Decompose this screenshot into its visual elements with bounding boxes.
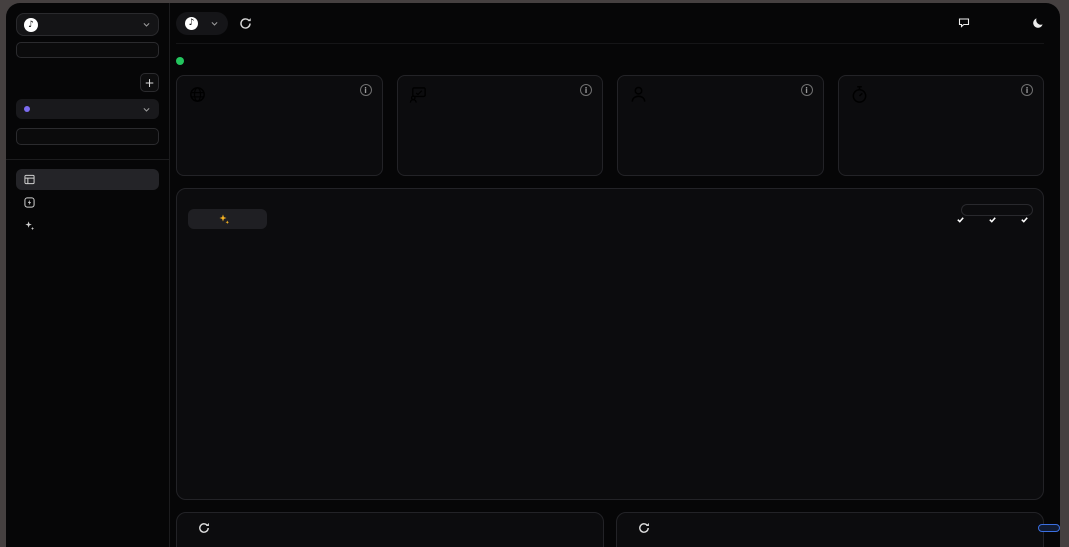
app-window: ♪ + [6,3,1060,547]
trend-chart-panel [176,188,1044,500]
sparkline-bouncing-rate [404,120,597,172]
sparkles-icon [25,221,35,231]
top-pages-panel [616,512,1044,547]
chevron-down-icon [143,23,150,27]
domain-selector[interactable]: ♪ [176,11,228,35]
layout-icon [24,174,35,185]
bottom-panels [176,512,1044,547]
ask-ai-button[interactable] [188,209,267,229]
legend-visits[interactable] [955,214,971,225]
litlyx-logo-icon: ♪ [185,16,198,30]
globe-icon [190,87,205,102]
refresh-icon [639,523,649,533]
moon-icon [1033,18,1043,28]
sidebar-item-custom-events[interactable] [16,192,159,213]
topbar: ♪ [176,3,1044,44]
timeframe-select[interactable] [16,99,159,119]
checkbox-checked-icon [987,214,998,225]
chevron-down-icon [211,21,218,26]
lightning-icon [24,197,35,208]
main-content: ♪ [170,3,1060,547]
info-icon[interactable]: i [1021,84,1033,96]
show-raw-data-button[interactable] [1038,524,1060,532]
timeframe-dot-icon [24,106,30,112]
stat-cards-row: i i i [176,75,1044,176]
tab-month[interactable] [1008,207,1030,213]
bounce-icon [409,87,426,103]
stat-card-bouncing-rate: i [396,75,603,176]
stat-card-unique-visitors: i [617,75,824,176]
info-icon[interactable]: i [800,84,813,96]
sparkline-visit-duration [845,120,1038,172]
top-sources-panel [176,512,604,547]
theme-toggle[interactable] [1032,17,1044,29]
litlyx-logo-icon: ♪ [24,17,38,32]
refresh-button[interactable] [198,522,210,534]
stat-card-total-visits: i [176,75,383,176]
export-report-button[interactable] [16,128,159,145]
online-users [176,57,1044,65]
legend-events[interactable] [1019,214,1035,225]
sparkles-icon [219,214,229,224]
tab-day[interactable] [986,207,1008,213]
refresh-icon [199,523,209,533]
chart-legend [955,214,1035,225]
project-selector[interactable]: ♪ [16,13,159,36]
sidebar-divider [6,159,169,160]
feedback-button[interactable] [958,17,975,29]
person-icon [631,86,646,102]
sidebar-item-ask-ai[interactable] [16,215,159,236]
sparkline-total-visits [183,120,376,172]
stopwatch-icon [852,85,866,103]
info-icon[interactable]: i [580,84,592,96]
chevron-down-icon [143,107,150,112]
online-dot-icon [176,57,184,65]
sparkline-unique-visitors [624,120,817,172]
sidebar: ♪ + [6,3,170,547]
new-project-button[interactable] [16,42,159,58]
granularity-toggle [961,204,1033,216]
refresh-button[interactable] [638,522,650,534]
sidebar-item-web-analytics[interactable] [16,169,159,190]
speech-bubble-icon [958,18,970,28]
stat-card-visit-duration: i [837,75,1044,176]
refresh-icon [240,17,251,29]
info-icon[interactable]: i [359,84,372,96]
tab-hour[interactable] [964,207,986,213]
checkbox-checked-icon [1019,214,1030,225]
add-timeframe-button[interactable]: + [140,73,159,92]
refresh-button[interactable] [239,17,252,30]
checkbox-checked-icon [955,214,966,225]
legend-unique-visitors[interactable] [987,214,1003,225]
